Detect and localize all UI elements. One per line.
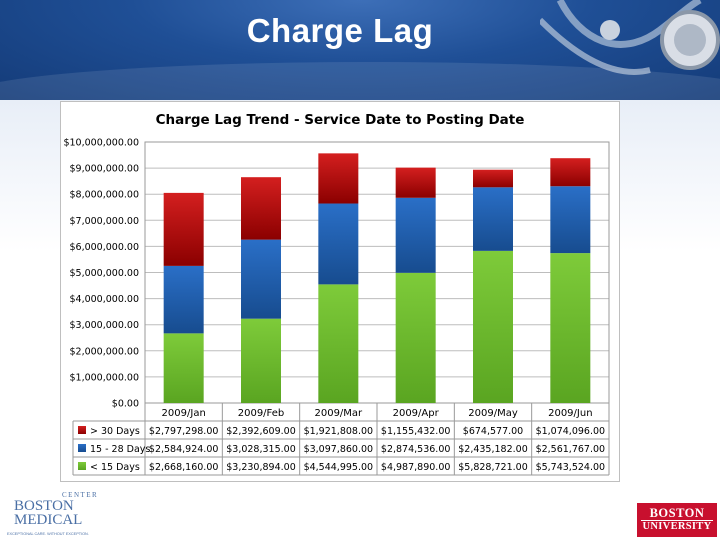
bu-line-1: BOSTON — [649, 506, 705, 520]
bar-segment — [318, 203, 359, 285]
chart-container: Charge Lag Trend - Service Date to Posti… — [60, 101, 620, 482]
y-tick-label: $8,000,000.00 — [69, 190, 139, 201]
legend-swatch — [78, 426, 86, 434]
data-table-value: $5,743,524.00 — [536, 462, 606, 473]
bu-divider — [641, 520, 713, 521]
y-tick-label: $2,000,000.00 — [69, 346, 139, 357]
bmc-line-1: BOSTON — [14, 498, 74, 514]
data-table-value: $2,561,767.00 — [536, 444, 606, 455]
y-tick-label: $6,000,000.00 — [69, 242, 139, 253]
x-category-label: 2009/Jan — [162, 408, 206, 419]
data-table-value: $3,230,894.00 — [226, 462, 296, 473]
bu-line-2: UNIVERSITY — [642, 521, 712, 532]
legend-swatch — [78, 462, 86, 470]
data-table-value: $2,668,160.00 — [149, 462, 219, 473]
y-tick-label: $1,000,000.00 — [69, 372, 139, 383]
x-category-label: 2009/Mar — [314, 408, 363, 419]
data-table-value: $2,797,298.00 — [149, 426, 219, 437]
y-tick-label: $5,000,000.00 — [69, 268, 139, 279]
bar-segment — [163, 192, 204, 266]
legend-swatch — [78, 444, 86, 452]
data-table-value: $1,921,808.00 — [304, 426, 374, 437]
x-category-label: 2009/Feb — [238, 408, 285, 419]
bar-segment — [241, 318, 281, 403]
y-tick-label: $10,000,000.00 — [63, 138, 139, 149]
bar-segment — [550, 186, 591, 254]
boston-university-logo: BOSTON UNIVERSITY — [637, 503, 717, 537]
bmc-line-2: MEDICAL — [14, 512, 82, 528]
legend-label: > 30 Days — [90, 426, 140, 437]
slide-header: Charge Lag — [0, 0, 720, 100]
bar-segment — [318, 153, 359, 204]
stacked-bar-chart: $0.00 $1,000,000.00 $2,000,000.00 $3,000,00… — [63, 138, 610, 476]
x-category-label: 2009/Jun — [548, 408, 592, 419]
y-tick-label: $3,000,000.00 — [69, 320, 139, 331]
bar-segment — [395, 197, 436, 273]
bmc-arc-text: CENTER — [62, 491, 98, 499]
legend-label: 15 - 28 Days — [90, 444, 150, 455]
data-table-value: $2,874,536.00 — [381, 444, 451, 455]
y-tick-label: $7,000,000.00 — [69, 216, 139, 227]
y-tick-label: $9,000,000.00 — [69, 164, 139, 175]
bar-segment — [241, 177, 281, 240]
data-table-value: $1,155,432.00 — [381, 426, 451, 437]
bar-segment — [473, 169, 513, 188]
bar-segment — [318, 284, 359, 403]
legend-label: < 15 Days — [90, 462, 140, 473]
bar-segment — [163, 265, 204, 334]
header-wave — [0, 62, 720, 100]
bar-segment — [473, 250, 513, 403]
x-category-label: 2009/Apr — [393, 408, 440, 419]
stethoscope-icon — [540, 0, 720, 75]
slide-footer — [0, 480, 720, 540]
bar-segment — [550, 253, 591, 403]
slide-title: Charge Lag — [246, 12, 434, 49]
bar-segment — [395, 272, 436, 403]
data-table-value: $2,435,182.00 — [458, 444, 528, 455]
x-category-label: 2009/May — [468, 408, 518, 419]
bar-segment — [395, 167, 436, 198]
data-table-value: $4,987,890.00 — [381, 462, 451, 473]
data-table-value: $4,544,995.00 — [304, 462, 374, 473]
data-table-value: $2,392,609.00 — [226, 426, 296, 437]
bar-segment — [163, 333, 204, 403]
data-table-value: $674,577.00 — [463, 426, 523, 437]
bar-segment — [473, 187, 513, 251]
data-table-value: $2,584,924.00 — [149, 444, 219, 455]
y-tick-label: $4,000,000.00 — [69, 294, 139, 305]
data-table-value: $3,028,315.00 — [226, 444, 296, 455]
bmc-tagline: EXCEPTIONAL CARE. WITHOUT EXCEPTION. — [7, 532, 89, 536]
bar-segment — [550, 158, 591, 187]
boston-medical-center-logo: CENTER BOSTON MEDICAL EXCEPTIONAL CARE. … — [2, 488, 100, 538]
data-table-value: $3,097,860.00 — [304, 444, 374, 455]
bar-segment — [241, 239, 281, 319]
data-table-value: $1,074,096.00 — [536, 426, 606, 437]
chart-title: Charge Lag Trend - Service Date to Posti… — [155, 112, 525, 128]
data-table-value: $5,828,721.00 — [458, 462, 528, 473]
y-tick-label: $0.00 — [112, 399, 139, 410]
